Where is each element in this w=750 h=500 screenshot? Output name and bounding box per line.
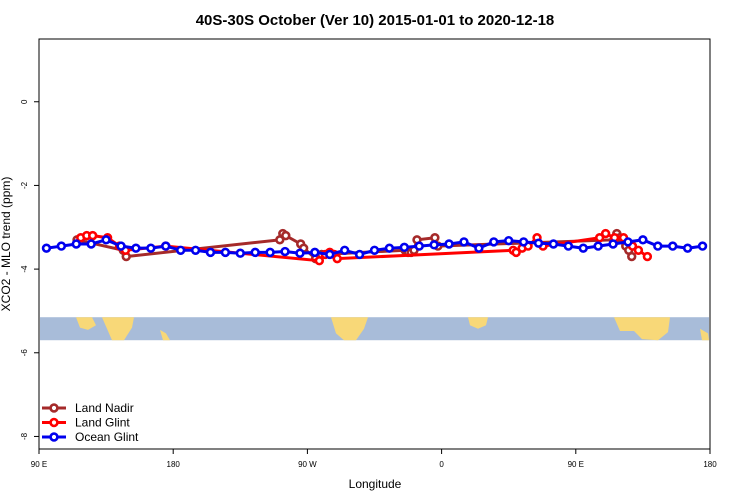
land-shape — [700, 328, 709, 341]
data-point — [161, 241, 171, 251]
legend-label: Ocean Glint — [75, 430, 139, 444]
land-shape — [160, 329, 170, 341]
legend-label: Land Glint — [75, 416, 130, 430]
land-shape — [76, 317, 96, 330]
data-point — [697, 241, 708, 251]
data-point — [325, 249, 335, 260]
land-shapes — [76, 317, 709, 341]
data-point — [41, 243, 52, 253]
data-point — [414, 241, 424, 251]
y-tick-label: -2 — [20, 181, 29, 189]
ocean-band — [40, 317, 709, 341]
data-point — [533, 238, 544, 248]
data-point — [459, 237, 469, 247]
data-point — [339, 245, 350, 255]
data-point — [489, 237, 499, 247]
y-axis: 0 -2 -4 -6 -8 — [20, 99, 39, 440]
chart-title: 40S-30S October (Ver 10) 2015-01-01 to 2… — [196, 12, 555, 29]
data-point — [593, 241, 603, 251]
data-point — [146, 243, 156, 253]
legend-swatch-marker — [49, 403, 59, 413]
data-point — [444, 239, 454, 249]
data-point — [71, 239, 81, 249]
land-shape — [468, 317, 488, 329]
x-tick-label: 180 — [703, 460, 717, 469]
data-point — [56, 241, 67, 251]
x-tick-label: 180 — [167, 460, 181, 469]
data-point — [578, 243, 588, 253]
data-point — [518, 237, 529, 247]
data-point — [354, 249, 365, 260]
y-tick-label: -8 — [20, 432, 29, 440]
x-axis-label: Longitude — [349, 477, 402, 491]
data-point — [250, 247, 260, 258]
data-point — [131, 243, 141, 253]
data-point — [608, 239, 618, 249]
data-point — [190, 245, 201, 255]
data-point — [627, 251, 637, 262]
data-point — [369, 245, 380, 255]
x-axis: 90 E 180 90 W 0 90 E 180 — [31, 449, 717, 469]
legend-swatch-marker — [49, 432, 59, 442]
legend-item: Ocean Glint — [42, 430, 139, 444]
data-point — [280, 246, 290, 257]
data-point — [653, 241, 663, 251]
data-point — [668, 241, 678, 251]
land-shape — [614, 317, 670, 341]
data-point — [175, 245, 186, 255]
data-point — [548, 239, 559, 249]
data-point — [220, 247, 231, 258]
legend-swatch-marker — [49, 417, 59, 428]
legend-label: Land Nadir — [75, 401, 134, 415]
data-point — [314, 256, 325, 266]
data-point — [116, 241, 126, 251]
data-point — [504, 235, 514, 246]
land-shape — [102, 317, 134, 341]
data-point — [310, 247, 320, 258]
data-point — [332, 253, 342, 264]
plot-area — [38, 38, 711, 450]
data-point — [563, 241, 574, 251]
data-point — [87, 230, 98, 241]
data-point — [384, 243, 395, 253]
land-shape — [331, 317, 368, 341]
y-tick-label: -6 — [20, 349, 29, 357]
x-tick-label: 0 — [439, 460, 444, 469]
data-point — [205, 247, 216, 258]
data-point — [633, 245, 644, 255]
y-axis-label: XCO2 - MLO trend (ppm) — [0, 177, 13, 312]
legend-item: Land Glint — [42, 416, 130, 430]
data-point — [281, 230, 291, 241]
data-point — [642, 251, 653, 262]
series-layer — [41, 228, 708, 266]
data-point — [235, 248, 246, 258]
data-point — [101, 235, 111, 245]
data-point — [638, 235, 648, 245]
data-point — [399, 242, 410, 253]
legend-item: Land Nadir — [42, 401, 134, 415]
y-tick-label: 0 — [20, 99, 29, 104]
data-point — [295, 248, 305, 258]
data-point — [429, 240, 439, 250]
x-tick-label: 90 E — [568, 460, 584, 469]
data-point — [600, 228, 611, 239]
data-point — [265, 247, 275, 258]
data-point — [594, 233, 605, 243]
data-point — [430, 233, 440, 243]
data-point — [474, 243, 484, 253]
map-strip — [40, 317, 709, 341]
x-tick-label: 90 E — [31, 460, 47, 469]
data-point — [511, 247, 521, 258]
series-ocean-glint — [41, 235, 708, 260]
data-point — [86, 239, 96, 249]
data-point — [623, 237, 633, 247]
x-tick-label: 90 W — [298, 460, 317, 469]
y-tick-label: -4 — [20, 265, 29, 273]
data-point — [682, 243, 693, 253]
